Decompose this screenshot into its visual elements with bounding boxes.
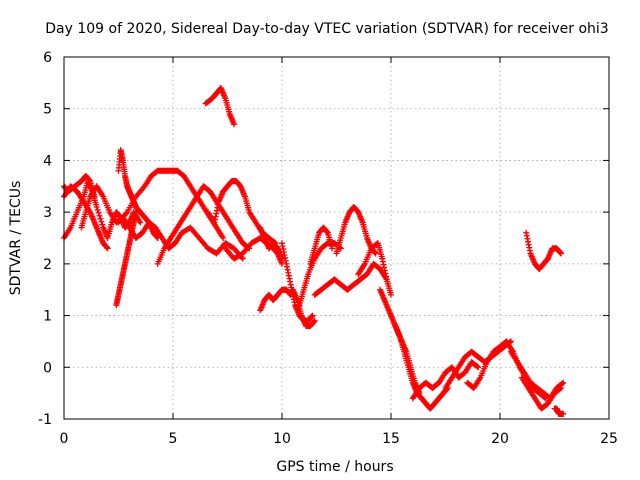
data-point [311, 317, 318, 324]
series-track-20 [355, 240, 394, 298]
data-point [239, 255, 246, 262]
data-point [560, 410, 567, 417]
axis-ticks: 0 5 10 15 20 25 -1 0 1 2 3 4 5 6 [38, 50, 618, 447]
data-point [132, 209, 139, 216]
data-point [231, 121, 238, 128]
series-track-28 [523, 229, 565, 273]
x-tick-label: 0 [60, 431, 69, 447]
data-point [98, 218, 105, 225]
series-track-23 [409, 359, 482, 402]
series-track-22 [392, 322, 451, 412]
data-points [61, 85, 567, 417]
x-axis-label: GPS time / hours [276, 459, 393, 475]
series-track-16 [296, 240, 344, 309]
y-tick-label: 2 [43, 257, 52, 273]
series-track-13 [257, 286, 294, 314]
data-point [558, 250, 565, 257]
series-track-29 [551, 405, 567, 417]
x-tick-label: 20 [491, 431, 509, 447]
y-tick-label: 1 [43, 309, 52, 325]
series-track-5 [115, 147, 161, 241]
y-tick-label: 5 [43, 102, 52, 118]
series-track-12 [257, 224, 285, 262]
data-point [94, 206, 101, 213]
series-track-7 [115, 167, 227, 241]
data-point [558, 384, 565, 391]
chart-title: Day 109 of 2020, Sidereal Day-to-day VTE… [45, 21, 608, 37]
series-track-11 [222, 235, 285, 267]
plot-frame [63, 56, 610, 420]
series-track-9 [202, 85, 238, 128]
series-track-6 [113, 209, 139, 309]
series-track-17 [307, 224, 336, 267]
y-tick-label: 6 [43, 50, 52, 66]
data-point [559, 380, 566, 387]
x-tick-label: 10 [273, 431, 291, 447]
y-tick-label: -1 [38, 412, 52, 428]
data-point [97, 215, 104, 222]
data-point [99, 221, 106, 228]
data-point [220, 235, 227, 241]
series-track-27 [518, 374, 565, 412]
data-point [474, 363, 481, 370]
y-tick-label: 0 [43, 360, 52, 376]
data-point [96, 212, 103, 219]
data-point [557, 385, 564, 392]
x-tick-label: 15 [382, 431, 400, 447]
data-point [309, 312, 316, 319]
data-point [329, 245, 336, 252]
x-tick-label: 25 [600, 431, 618, 447]
data-point [154, 235, 161, 241]
data-point [104, 245, 111, 252]
data-point [279, 255, 285, 262]
data-point [137, 219, 144, 226]
data-point [372, 250, 379, 257]
x-tick-label: 5 [169, 431, 178, 447]
series-track-19 [333, 203, 379, 257]
data-point [560, 379, 567, 386]
y-tick-label: 3 [43, 205, 52, 221]
data-point [388, 291, 394, 298]
data-point [475, 364, 482, 371]
data-point [93, 203, 100, 210]
series-track-15 [289, 286, 318, 329]
data-point [95, 209, 102, 216]
y-axis-label: SDTVAR / TECUs [8, 181, 24, 296]
y-tick-label: 4 [43, 153, 52, 169]
